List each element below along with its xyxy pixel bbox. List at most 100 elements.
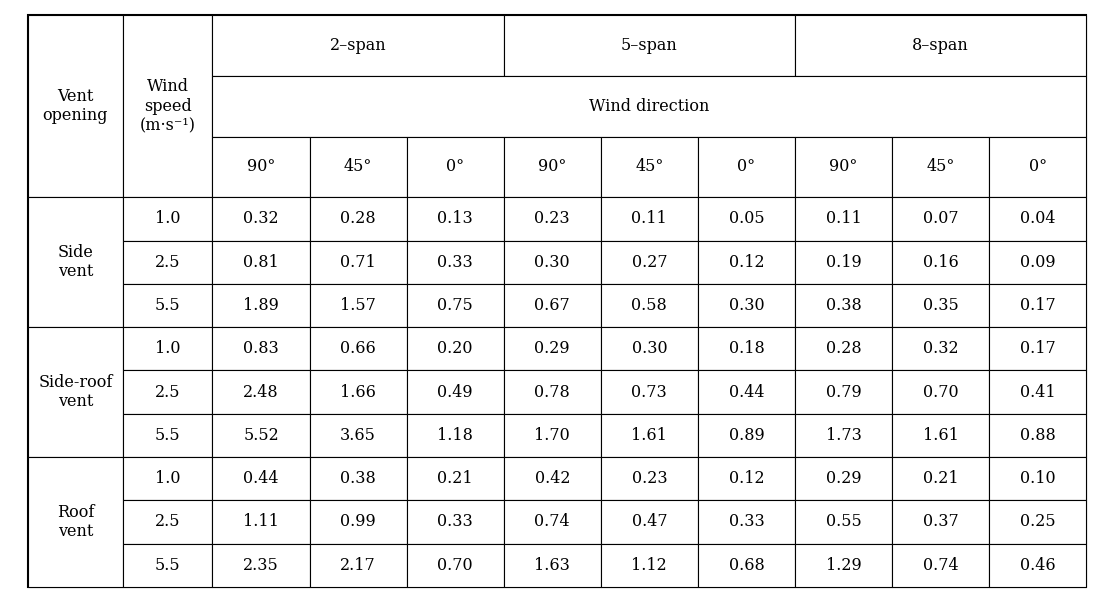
Bar — [892, 241, 989, 284]
Bar — [989, 284, 1086, 327]
Bar — [892, 370, 989, 414]
Text: 0.11: 0.11 — [632, 210, 667, 228]
Bar — [989, 327, 1086, 370]
Text: 90°: 90° — [538, 158, 566, 175]
Text: 45°: 45° — [344, 158, 372, 175]
Bar — [310, 327, 407, 370]
Bar — [697, 370, 795, 414]
Text: 2.17: 2.17 — [340, 557, 377, 574]
Text: 1.0: 1.0 — [155, 470, 180, 487]
Bar — [504, 241, 600, 284]
Text: 0.49: 0.49 — [438, 383, 473, 400]
Text: 0.83: 0.83 — [243, 340, 278, 358]
Text: 5.5: 5.5 — [155, 297, 180, 314]
Text: 0.78: 0.78 — [535, 383, 570, 400]
Text: 0.44: 0.44 — [243, 470, 278, 487]
Text: 0.32: 0.32 — [243, 210, 278, 228]
Text: 2–span: 2–span — [330, 37, 387, 54]
Bar — [892, 197, 989, 241]
Text: 0.88: 0.88 — [1019, 427, 1055, 444]
Text: 0.79: 0.79 — [825, 383, 861, 400]
Bar — [600, 137, 697, 197]
Text: 0.99: 0.99 — [340, 514, 377, 530]
Text: 0.30: 0.30 — [632, 340, 667, 358]
Text: 1.0: 1.0 — [155, 340, 180, 358]
Bar — [123, 457, 213, 500]
Bar — [697, 137, 795, 197]
Bar — [697, 414, 795, 457]
Text: 0.38: 0.38 — [340, 470, 377, 487]
Bar — [989, 544, 1086, 587]
Text: 0.33: 0.33 — [729, 514, 764, 530]
Bar — [989, 137, 1086, 197]
Text: 0.42: 0.42 — [535, 470, 570, 487]
Bar — [407, 457, 504, 500]
Text: 0°: 0° — [446, 158, 465, 175]
Text: 0.28: 0.28 — [825, 340, 861, 358]
Bar — [407, 197, 504, 241]
Text: Wind direction: Wind direction — [589, 98, 710, 114]
Text: 0.44: 0.44 — [729, 383, 764, 400]
Text: 0.17: 0.17 — [1019, 297, 1055, 314]
Text: 2.5: 2.5 — [155, 253, 180, 271]
Text: 1.12: 1.12 — [632, 557, 667, 574]
Bar — [600, 284, 697, 327]
Text: 90°: 90° — [247, 158, 275, 175]
Text: 5.52: 5.52 — [243, 427, 278, 444]
Text: 0.58: 0.58 — [632, 297, 667, 314]
Bar — [795, 197, 892, 241]
Text: 1.73: 1.73 — [825, 427, 861, 444]
Bar — [892, 414, 989, 457]
Bar — [213, 327, 310, 370]
Bar — [310, 370, 407, 414]
Bar — [407, 414, 504, 457]
Text: 0.46: 0.46 — [1019, 557, 1055, 574]
Text: 8–span: 8–span — [912, 37, 969, 54]
Text: 0.12: 0.12 — [729, 253, 764, 271]
Bar — [310, 500, 407, 544]
Text: 0.09: 0.09 — [1019, 253, 1055, 271]
Text: 0.19: 0.19 — [825, 253, 861, 271]
Bar — [123, 370, 213, 414]
Text: 2.48: 2.48 — [243, 383, 278, 400]
Bar — [504, 457, 600, 500]
Bar — [407, 544, 504, 587]
Bar — [697, 197, 795, 241]
Text: 0.16: 0.16 — [922, 253, 958, 271]
Text: 1.11: 1.11 — [243, 514, 278, 530]
Text: Side
vent: Side vent — [58, 244, 94, 281]
Bar — [213, 284, 310, 327]
Text: 2.5: 2.5 — [155, 383, 180, 400]
Text: 3.65: 3.65 — [340, 427, 377, 444]
Bar — [892, 457, 989, 500]
Text: 5.5: 5.5 — [155, 557, 180, 574]
Text: 0.05: 0.05 — [729, 210, 764, 228]
Text: 0.74: 0.74 — [922, 557, 958, 574]
Bar — [28, 15, 123, 197]
Text: 0.21: 0.21 — [438, 470, 473, 487]
Bar — [600, 327, 697, 370]
Bar — [795, 284, 892, 327]
Text: 0.28: 0.28 — [340, 210, 375, 228]
Bar — [892, 500, 989, 544]
Text: 0.25: 0.25 — [1019, 514, 1055, 530]
Text: 0.41: 0.41 — [1019, 383, 1055, 400]
Bar — [123, 414, 213, 457]
Bar — [123, 15, 213, 197]
Bar — [123, 327, 213, 370]
Text: 5.5: 5.5 — [155, 427, 180, 444]
Bar — [504, 15, 795, 76]
Text: 2.5: 2.5 — [155, 514, 180, 530]
Bar — [697, 327, 795, 370]
Text: 0.32: 0.32 — [922, 340, 958, 358]
Bar — [697, 284, 795, 327]
Bar — [504, 370, 600, 414]
Text: 1.66: 1.66 — [340, 383, 377, 400]
Text: 0.89: 0.89 — [729, 427, 764, 444]
Bar — [892, 137, 989, 197]
Bar — [213, 414, 310, 457]
Text: 45°: 45° — [927, 158, 955, 175]
Bar — [123, 500, 213, 544]
Bar — [600, 500, 697, 544]
Text: 0.18: 0.18 — [729, 340, 764, 358]
